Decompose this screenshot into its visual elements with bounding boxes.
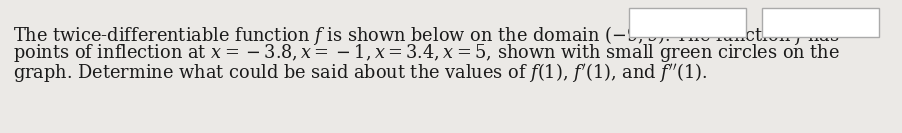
Text: graph. Determine what could be said about the values of $f(1)$, $f'(1)$, and $f': graph. Determine what could be said abou… — [13, 61, 707, 84]
Text: points of inflection at $x = -3.8, x = -1, x = 3.4, x = 5$, shown with small gre: points of inflection at $x = -3.8, x = -… — [13, 42, 840, 65]
Text: The twice-differentiable function $f$ is shown below on the domain $(-9, 9)$. Th: The twice-differentiable function $f$ is… — [13, 24, 840, 47]
FancyBboxPatch shape — [762, 8, 879, 37]
FancyBboxPatch shape — [629, 8, 746, 37]
